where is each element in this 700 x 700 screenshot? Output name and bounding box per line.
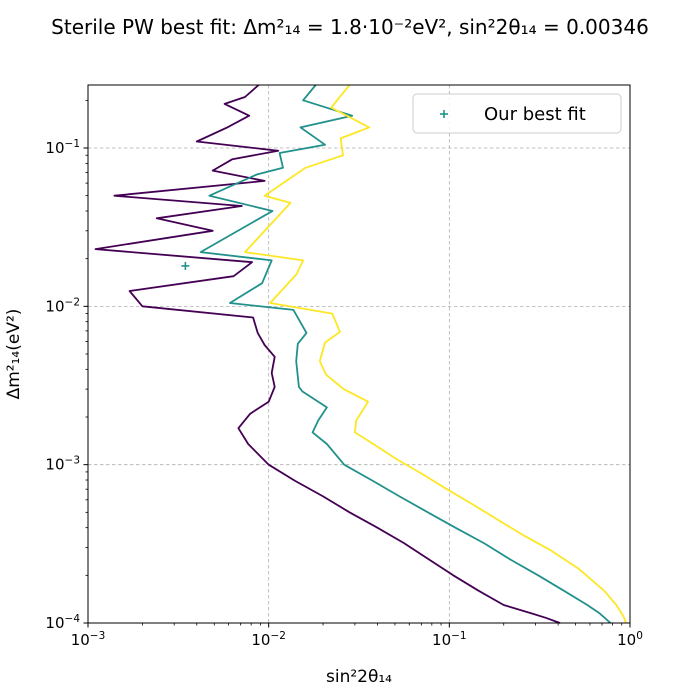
grid: [88, 85, 630, 623]
x-tick-label: 100: [617, 630, 643, 649]
y-tick-label: 10−1: [45, 138, 80, 157]
contour-line-1: [94, 84, 561, 624]
series-layer: [94, 84, 627, 624]
y-tick-label: 10−3: [45, 455, 80, 474]
contour-line-2: [199, 84, 612, 624]
y-tick-label: 10−4: [45, 613, 80, 632]
x-tick-label: 10−3: [71, 630, 106, 649]
y-axis-label: Δm²₁₄(eV²): [4, 309, 24, 400]
legend-plus-icon: [440, 110, 448, 118]
plot-frame: [87, 84, 631, 624]
chart-title: Sterile PW best fit: Δm²₁₄ = 1.8·10⁻²eV²…: [51, 15, 649, 39]
legend-box: [412, 93, 622, 134]
legend-entry-label: Our best fit: [484, 104, 586, 125]
x-axis-label: sin²2θ₁₄: [326, 667, 392, 687]
x-tick-label: 10−1: [432, 630, 467, 649]
best-fit-layer: [181, 261, 190, 270]
best-fit-marker: [181, 261, 190, 270]
legend-marker: [440, 110, 448, 118]
x-tick-label: 10−2: [251, 630, 286, 649]
legend: Our best fit: [412, 93, 622, 134]
y-tick-label: 10−2: [45, 296, 80, 315]
contour-line-3: [244, 84, 627, 624]
